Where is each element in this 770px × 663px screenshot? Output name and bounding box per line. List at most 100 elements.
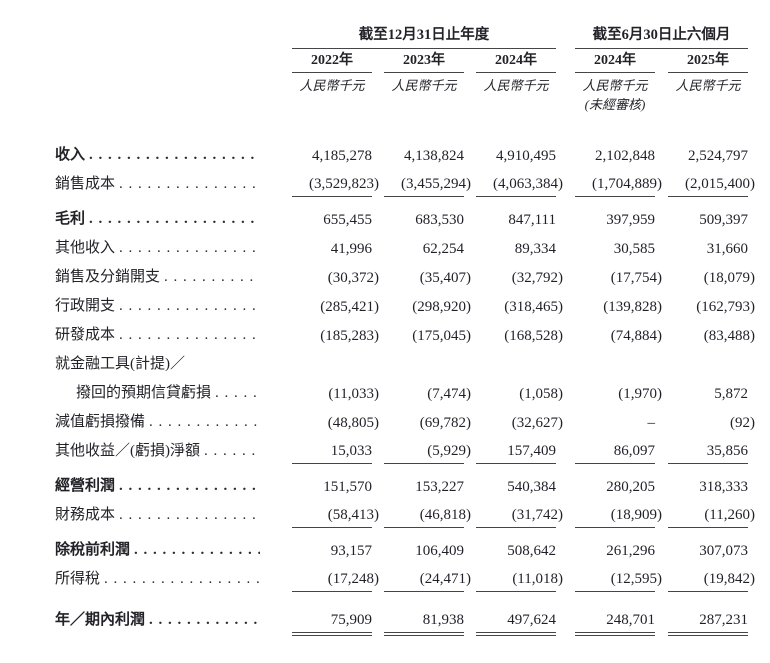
value-cell: (1,970) (575, 377, 662, 406)
dot-leader (164, 268, 260, 287)
dot-leader (89, 210, 260, 229)
value-cell: 157,409 (476, 435, 556, 464)
table-body: 收入 4,185,278 4,138,824 4,910,495 2,102,848 2,… (55, 139, 770, 636)
value-text: (24,471) (419, 571, 471, 587)
row-label-text: 行政開支 (55, 298, 116, 314)
header-group-row: 截至12月31日止年度 截至6月30日止六個月 (55, 26, 770, 49)
value-cell: 280,205 (575, 470, 655, 499)
value-cell: 2,524,797 (668, 139, 748, 168)
row-label-text: 經營利潤 (55, 478, 116, 494)
row-label-text: 銷售及分銷開支 (55, 269, 161, 285)
value-cell (384, 348, 464, 377)
value-cell: (32,792) (476, 261, 563, 290)
value-text: (18,079) (703, 270, 755, 286)
value-cell: (19,842) (668, 563, 755, 592)
row-label: 所得稅 (55, 570, 292, 592)
value-cell: 151,570 (292, 470, 372, 499)
value-text: 280,205 (606, 479, 655, 495)
table-row: 行政開支 (285,421) (298,920) (318,465) (139,828)… (55, 290, 770, 319)
value-text: 261,296 (606, 543, 655, 559)
value-text: (298,920) (412, 299, 471, 315)
value-text: (285,421) (320, 299, 379, 315)
table-row: 撥回的預期信貸虧損 (11,033) (7,474) (1,058) (1,970) 5,… (55, 377, 770, 406)
value-text: 4,185,278 (312, 148, 372, 164)
value-cell: (4,063,384) (476, 168, 563, 197)
row-label: 就金融工具(計提)／ (55, 355, 292, 377)
value-cell: (58,413) (292, 499, 379, 528)
value-text: 89,334 (514, 241, 556, 257)
value-cell: – (575, 406, 656, 435)
value-cell: 540,384 (476, 470, 556, 499)
value-cell: (11,260) (668, 499, 755, 528)
value-cell: 35,856 (668, 435, 748, 464)
value-cell: 86,097 (575, 435, 655, 464)
value-cell: (30,372) (292, 261, 379, 290)
column-unit-label: 人民幣千元 (483, 78, 549, 93)
row-label: 行政開支 (55, 297, 292, 319)
value-text: (4,063,384) (493, 176, 563, 192)
value-text: (11,260) (704, 507, 755, 523)
value-text: (139,828) (603, 299, 662, 315)
value-text: (32,792) (511, 270, 563, 286)
value-text: 157,409 (507, 443, 556, 459)
row-label: 撥回的預期信貸虧損 (55, 384, 292, 406)
row-label: 其他收入 (55, 239, 292, 261)
value-text: 93,157 (330, 543, 372, 559)
value-text: 4,138,824 (404, 148, 464, 164)
value-cell: (32,627) (476, 406, 563, 435)
value-text: (83,488) (703, 328, 755, 344)
value-cell: (11,033) (292, 377, 379, 406)
value-cell: (31,742) (476, 499, 563, 528)
value-text: (5,929) (427, 443, 471, 459)
column-unit-label: 人民幣千元 (391, 78, 457, 93)
table-row: 銷售及分銷開支 (30,372) (35,407) (32,792) (17,754) (… (55, 261, 770, 290)
value-text: 30,585 (613, 241, 655, 257)
table-row: 年／期內利潤 75,909 81,938 497,624 248,701 287,231 (55, 602, 770, 636)
value-text: 62,254 (422, 241, 464, 257)
value-cell: (318,465) (476, 290, 563, 319)
value-text: 508,642 (507, 543, 556, 559)
table-row: 毛利 655,455 683,530 847,111 397,959 509,397 (55, 203, 770, 232)
value-text: (1,058) (519, 386, 563, 402)
value-cell: (17,754) (575, 261, 662, 290)
table-row: 收入 4,185,278 4,138,824 4,910,495 2,102,848 2,… (55, 139, 770, 168)
value-cell: (92) (668, 406, 755, 435)
row-label-text: 年／期內利潤 (55, 612, 146, 628)
row-label: 除稅前利潤 (55, 541, 292, 563)
value-cell: 41,996 (292, 232, 372, 261)
header-unit-row: 人民幣千元 人民幣千元 人民幣千元 人民幣千元 人民幣千元 (55, 78, 770, 94)
value-text: (32,627) (511, 415, 563, 431)
value-cell: 4,910,495 (476, 139, 556, 168)
dot-leader (119, 297, 260, 316)
header-year-row: 2022年 2023年 2024年 2024年 2025年 (55, 52, 770, 73)
value-cell: (12,595) (575, 563, 662, 592)
value-text: (3,529,823) (309, 176, 379, 192)
value-text: (185,283) (320, 328, 379, 344)
value-cell: 153,227 (384, 470, 464, 499)
value-text: (7,474) (427, 386, 471, 402)
value-text: 2,102,848 (595, 148, 655, 164)
dot-leader (119, 506, 260, 525)
dot-leader (89, 146, 260, 165)
value-cell: (5,929) (384, 435, 471, 464)
value-cell: (35,407) (384, 261, 471, 290)
value-text: (19,842) (703, 571, 755, 587)
unaudited-note: (未經審核) (584, 97, 646, 112)
value-text: (168,528) (504, 328, 563, 344)
dot-leader (104, 570, 260, 589)
value-text: 86,097 (613, 443, 655, 459)
value-text: (46,818) (419, 507, 471, 523)
value-cell: 106,409 (384, 534, 464, 563)
row-label: 減值虧損撥備 (55, 413, 292, 435)
row-label-text: 撥回的預期信貸虧損 (76, 385, 212, 401)
value-text: (318,465) (504, 299, 563, 315)
value-cell: (1,704,889) (575, 168, 662, 197)
value-text: (175,045) (412, 328, 471, 344)
value-text: 81,938 (422, 612, 464, 628)
value-cell: 93,157 (292, 534, 372, 563)
row-label-text: 銷售成本 (55, 176, 116, 192)
value-cell: (298,920) (384, 290, 471, 319)
row-label: 研發成本 (55, 326, 292, 348)
header-unaudited-row: (未經審核) (55, 97, 770, 113)
